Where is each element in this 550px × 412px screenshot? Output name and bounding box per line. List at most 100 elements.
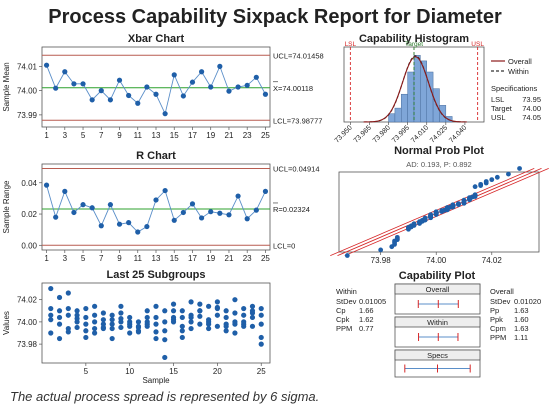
last25-point [170,317,177,323]
within-stat-label: StDev [336,297,357,306]
last25-xtick-label: 15 [169,367,178,376]
hist-bar [413,55,421,123]
hist-xtick-label: 73.965 [353,124,373,144]
last25-point [258,305,264,312]
rchart-point [153,197,159,203]
last25-point [153,329,159,335]
xbar-point [180,93,186,99]
last25-point [83,328,89,334]
xbar-point [107,97,113,103]
prob-point [478,181,484,187]
last25-point [127,321,133,327]
hist-overall-curve [363,56,467,123]
last25-point [214,312,220,318]
last25-point [258,341,264,347]
last25-point [162,308,168,314]
rchart-xtick-label: 11 [134,254,143,263]
last25-point [197,301,203,307]
xbar-point [62,69,68,75]
last25-point [249,308,256,314]
prob-ci-lower [330,167,535,257]
rchart-lcl-label: LCL=0 [273,241,295,250]
prob-point [472,192,478,198]
last25-point [48,330,54,336]
xbar-xtick-label: 17 [188,131,197,140]
last25-point [206,325,212,332]
last25-point [170,308,177,314]
hist-bar [439,105,447,123]
rchart-point [171,217,177,223]
last25-point [48,317,54,323]
last25-point [249,314,256,321]
last25-point [127,314,133,321]
last25-point [65,305,71,312]
legend-within-label: Within [508,67,529,76]
cap-specs-header [394,349,481,361]
hist-xtick-label: 73.980 [372,124,392,144]
prob-point [428,212,434,218]
last25-point [241,321,247,327]
rchart-point [107,202,113,208]
xbar-point [226,88,232,94]
prob-subtitle: AD: 0.193, P: 0.892 [406,160,471,169]
last25-point [83,314,89,321]
xbar-ytick-label: 73.99 [17,111,38,120]
xbar-xtick-label: 25 [261,131,270,140]
rchart-point [226,212,232,218]
overall-stat-value: 1.63 [514,324,529,333]
rchart-xtick-label: 19 [206,254,215,263]
xbar-point [126,92,132,99]
rchart-xtick-label: 25 [261,254,270,263]
xbar-point [98,88,104,94]
last25-point [179,308,185,314]
last25-point [92,312,98,318]
within-stat-value: 1.66 [359,306,374,315]
last25-point [109,325,115,332]
last25-point [48,312,54,318]
xbar-point [171,72,177,78]
xbar-xtick-label: 7 [99,131,104,140]
hist-bar [401,93,408,123]
last25-point [144,314,150,321]
rchart-xtick-label: 21 [225,254,234,263]
rchart-point [253,207,259,213]
xbar-point [80,81,86,87]
report-title: Process Capability Sixpack Report for Di… [48,6,502,28]
last25-point [74,324,80,331]
last25-point [74,308,80,314]
rchart-ytick-label: 0.04 [21,179,37,188]
rchart-point [116,221,123,227]
last25-title: Last 25 Subgroups [106,269,205,281]
last25-xtick-label: 25 [257,367,266,376]
xbar-point [135,100,141,106]
xbar-point [53,85,59,91]
last25-point [232,330,238,336]
rchart-point [208,209,214,215]
overall-stat-label: Ppk [490,315,503,324]
rchart-point [262,188,269,194]
rchart-point [43,182,50,188]
legend-overall-label: Overall [508,57,532,66]
xbar-point [208,84,214,90]
rchart-center-label: R=0.02324 [273,205,310,214]
hist-bar [420,60,427,123]
last25-point [232,297,238,303]
last25-point [135,319,142,325]
last25-point [48,285,54,292]
prob-point [450,202,456,208]
prob-title: Normal Prob Plot [394,145,484,157]
rchart-point [235,193,241,199]
last25-point [162,328,168,334]
last25-point [65,329,71,335]
xbar-xtick-label: 23 [243,131,252,140]
rchart-point [98,223,104,229]
last25-xlabel: Sample [142,376,170,385]
rchart-ucl-label: UCL=0.04914 [273,164,320,173]
last25-point [223,323,229,329]
last25-point [100,310,106,316]
xbar-xtick-label: 3 [63,131,68,140]
spec-value: 74.00 [522,104,541,113]
rchart-point [62,188,68,194]
xbar-ucl-label: UCL=74.01458 [273,51,324,60]
last25-point [56,335,63,342]
